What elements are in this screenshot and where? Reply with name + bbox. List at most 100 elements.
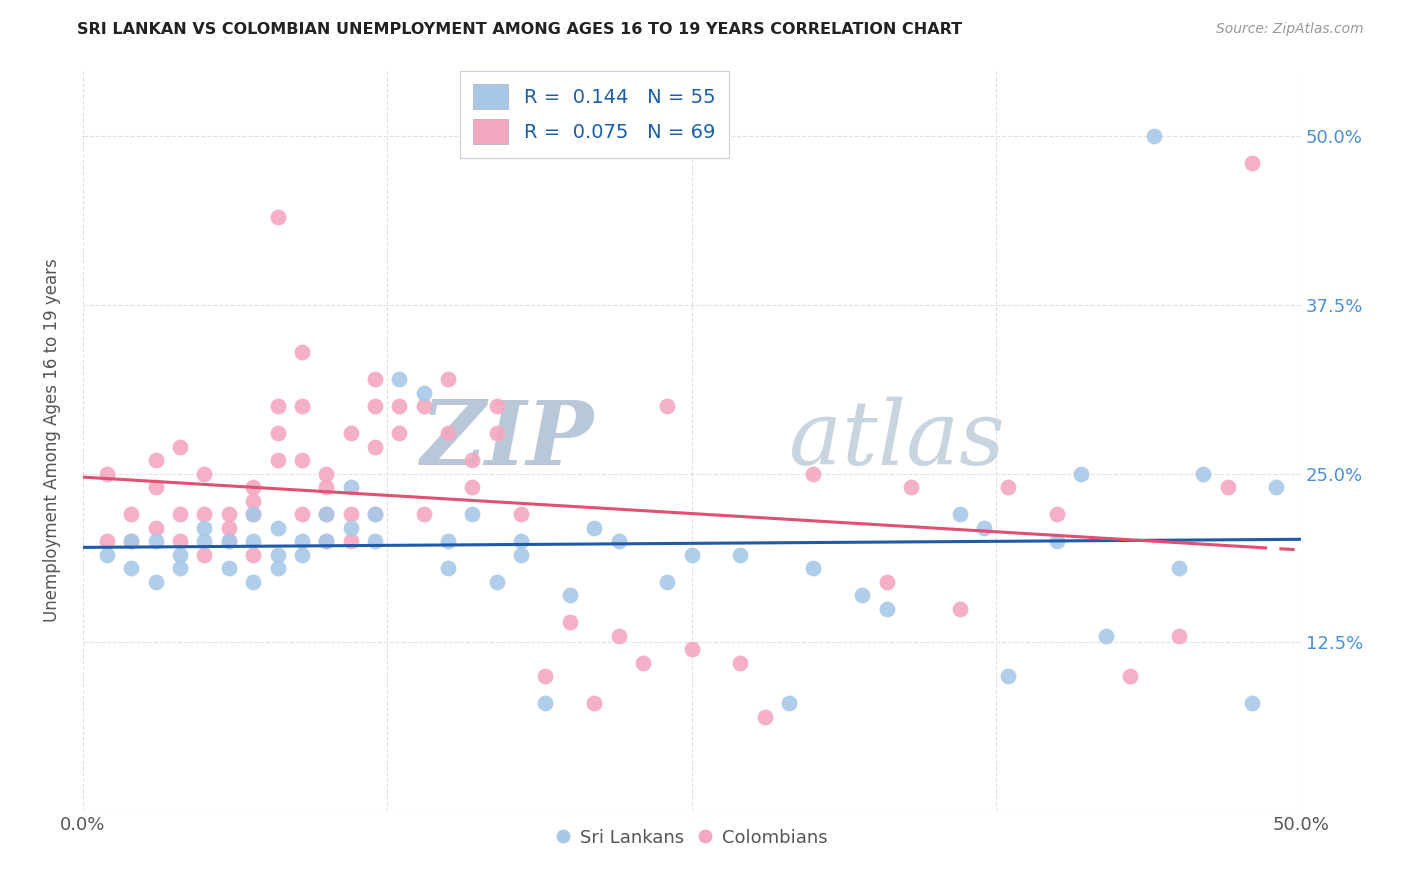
Text: atlas: atlas bbox=[789, 396, 1005, 483]
Point bbox=[364, 534, 387, 549]
Point bbox=[1265, 480, 1288, 494]
Point bbox=[242, 507, 264, 521]
Point bbox=[266, 561, 288, 575]
Point bbox=[96, 534, 118, 549]
Point bbox=[96, 548, 118, 562]
Point bbox=[437, 426, 460, 441]
Point bbox=[339, 480, 361, 494]
Point bbox=[631, 656, 654, 670]
Point bbox=[291, 534, 314, 549]
Point bbox=[291, 399, 314, 413]
Point bbox=[218, 561, 240, 575]
Point bbox=[315, 534, 337, 549]
Point bbox=[315, 480, 337, 494]
Point bbox=[266, 426, 288, 441]
Point bbox=[485, 426, 508, 441]
Point bbox=[218, 521, 240, 535]
Point bbox=[437, 372, 460, 386]
Point bbox=[510, 507, 533, 521]
Point bbox=[583, 521, 606, 535]
Point bbox=[120, 534, 142, 549]
Point bbox=[1216, 480, 1239, 494]
Point bbox=[364, 507, 387, 521]
Point bbox=[657, 399, 679, 413]
Point bbox=[388, 372, 411, 386]
Point bbox=[949, 507, 972, 521]
Point bbox=[120, 561, 142, 575]
Point bbox=[193, 534, 215, 549]
Point bbox=[242, 548, 264, 562]
Point bbox=[485, 399, 508, 413]
Point bbox=[461, 453, 484, 467]
Point bbox=[412, 399, 434, 413]
Point bbox=[242, 507, 264, 521]
Point bbox=[1046, 507, 1069, 521]
Point bbox=[437, 561, 460, 575]
Point bbox=[169, 534, 191, 549]
Point bbox=[120, 507, 142, 521]
Point bbox=[1070, 467, 1092, 481]
Point bbox=[266, 399, 288, 413]
Point bbox=[266, 521, 288, 535]
Point bbox=[145, 453, 167, 467]
Point bbox=[803, 467, 825, 481]
Text: SRI LANKAN VS COLOMBIAN UNEMPLOYMENT AMONG AGES 16 TO 19 YEARS CORRELATION CHART: SRI LANKAN VS COLOMBIAN UNEMPLOYMENT AMO… bbox=[77, 22, 963, 37]
Point bbox=[315, 507, 337, 521]
Point bbox=[558, 615, 581, 629]
Point bbox=[949, 601, 972, 615]
Point bbox=[412, 507, 434, 521]
Point bbox=[803, 561, 825, 575]
Point bbox=[534, 696, 557, 710]
Point bbox=[315, 467, 337, 481]
Point bbox=[364, 440, 387, 454]
Point bbox=[364, 507, 387, 521]
Point bbox=[388, 426, 411, 441]
Point bbox=[1167, 629, 1189, 643]
Point bbox=[169, 561, 191, 575]
Point bbox=[291, 345, 314, 359]
Point bbox=[1119, 669, 1142, 683]
Point bbox=[96, 467, 118, 481]
Point bbox=[291, 507, 314, 521]
Point bbox=[364, 372, 387, 386]
Point bbox=[218, 534, 240, 549]
Point bbox=[876, 601, 898, 615]
Point bbox=[997, 480, 1019, 494]
Point bbox=[657, 574, 679, 589]
Point bbox=[583, 696, 606, 710]
Point bbox=[242, 493, 264, 508]
Point bbox=[730, 548, 752, 562]
Point bbox=[973, 521, 995, 535]
Point bbox=[266, 210, 288, 224]
Point bbox=[730, 656, 752, 670]
Point bbox=[315, 507, 337, 521]
Point bbox=[461, 480, 484, 494]
Point bbox=[510, 534, 533, 549]
Point bbox=[485, 574, 508, 589]
Text: ZIP: ZIP bbox=[420, 397, 595, 483]
Point bbox=[754, 709, 776, 723]
Point bbox=[193, 548, 215, 562]
Point bbox=[681, 548, 703, 562]
Point bbox=[1240, 156, 1263, 170]
Point bbox=[339, 507, 361, 521]
Point bbox=[681, 642, 703, 657]
Point bbox=[242, 480, 264, 494]
Point bbox=[534, 669, 557, 683]
Point bbox=[145, 521, 167, 535]
Point bbox=[607, 534, 630, 549]
Point bbox=[388, 399, 411, 413]
Point bbox=[242, 574, 264, 589]
Point bbox=[339, 534, 361, 549]
Point bbox=[997, 669, 1019, 683]
Point bbox=[778, 696, 800, 710]
Point bbox=[607, 629, 630, 643]
Point bbox=[169, 548, 191, 562]
Point bbox=[193, 521, 215, 535]
Point bbox=[193, 507, 215, 521]
Point bbox=[412, 385, 434, 400]
Point bbox=[1094, 629, 1116, 643]
Point bbox=[145, 534, 167, 549]
Point bbox=[120, 534, 142, 549]
Point bbox=[218, 507, 240, 521]
